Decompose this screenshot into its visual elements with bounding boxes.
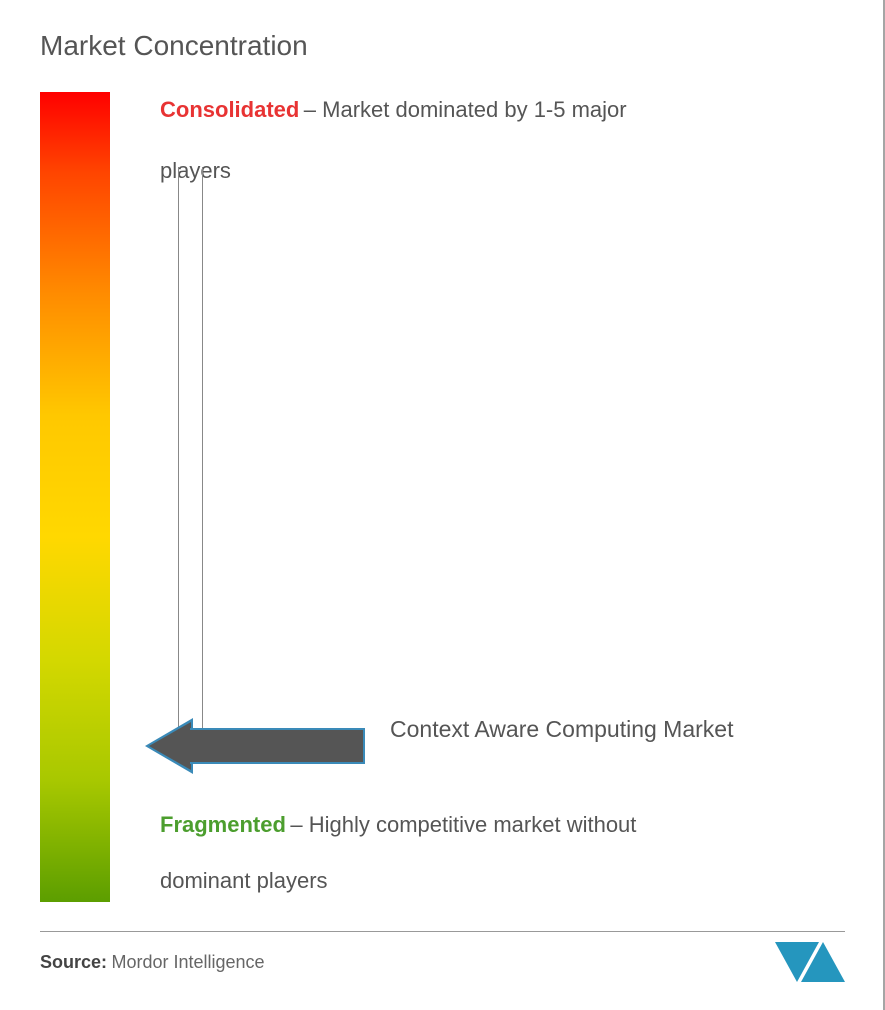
- infographic-container: Market Concentration Consolidated – Mark…: [0, 0, 885, 1010]
- arrow-head-fill: [149, 722, 191, 770]
- source-text: Mordor Intelligence: [111, 952, 264, 972]
- bracket-line-left: [178, 167, 179, 737]
- fragmented-label: Fragmented: [160, 812, 286, 837]
- fragmented-players-text: dominant players: [160, 868, 800, 894]
- infographic-title: Market Concentration: [40, 30, 845, 62]
- mordor-logo-icon: [775, 942, 845, 982]
- source-block: Source: Mordor Intelligence: [40, 952, 265, 973]
- consolidated-description: – Market dominated by 1-5 major: [304, 97, 627, 122]
- concentration-gradient-bar: [40, 92, 110, 902]
- consolidated-label: Consolidated: [160, 97, 299, 122]
- fragmented-section: Fragmented – Highly competitive market w…: [160, 812, 800, 894]
- market-position-arrow: [145, 718, 365, 774]
- main-content-area: Consolidated – Market dominated by 1-5 m…: [40, 92, 845, 932]
- logo-triangle-up: [801, 942, 845, 982]
- consolidated-section: Consolidated – Market dominated by 1-5 m…: [160, 97, 800, 184]
- bracket-line-right: [202, 167, 203, 737]
- arrow-body: [190, 728, 365, 764]
- footer-bar: Source: Mordor Intelligence: [40, 931, 845, 982]
- consolidated-players-text: players: [160, 158, 800, 184]
- source-label: Source:: [40, 952, 107, 972]
- fragmented-description: – Highly competitive market without: [290, 812, 636, 837]
- market-name-label: Context Aware Computing Market: [390, 712, 770, 747]
